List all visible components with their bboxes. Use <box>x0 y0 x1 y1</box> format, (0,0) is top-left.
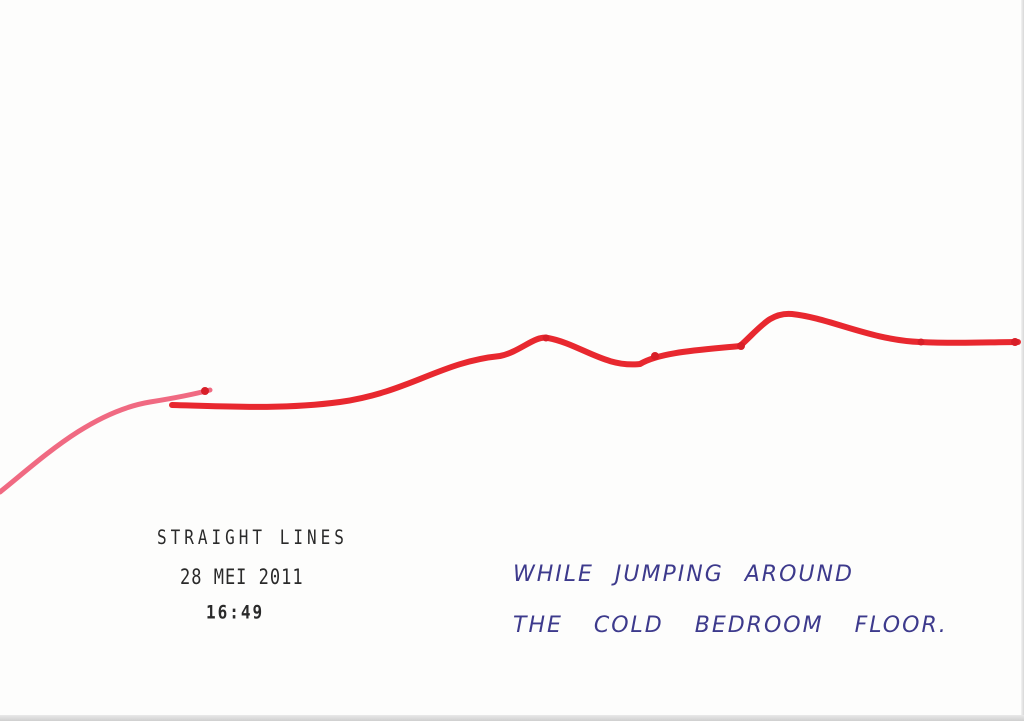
handwritten-line-2: THE COLD BEDROOM FLOOR. <box>513 613 948 638</box>
handwritten-line-1: WHILE JUMPING AROUND <box>513 562 854 587</box>
ink-blot <box>917 338 925 346</box>
paper-edge-right <box>1021 0 1024 721</box>
ink-blot <box>201 387 209 395</box>
paper-edge-bottom <box>0 715 1024 721</box>
red-line-segment-main <box>169 310 1021 410</box>
ink-blot <box>542 334 550 342</box>
ink-blot <box>737 342 745 350</box>
ink-blot <box>1011 338 1019 346</box>
stamp-time: 16:49 <box>206 601 265 623</box>
ink-blot <box>651 352 659 360</box>
stamp-date: 28 MEI 2011 <box>180 565 304 590</box>
red-line-segment-start <box>0 387 213 495</box>
stamp-title: STRAIGHT LINES <box>157 526 348 549</box>
